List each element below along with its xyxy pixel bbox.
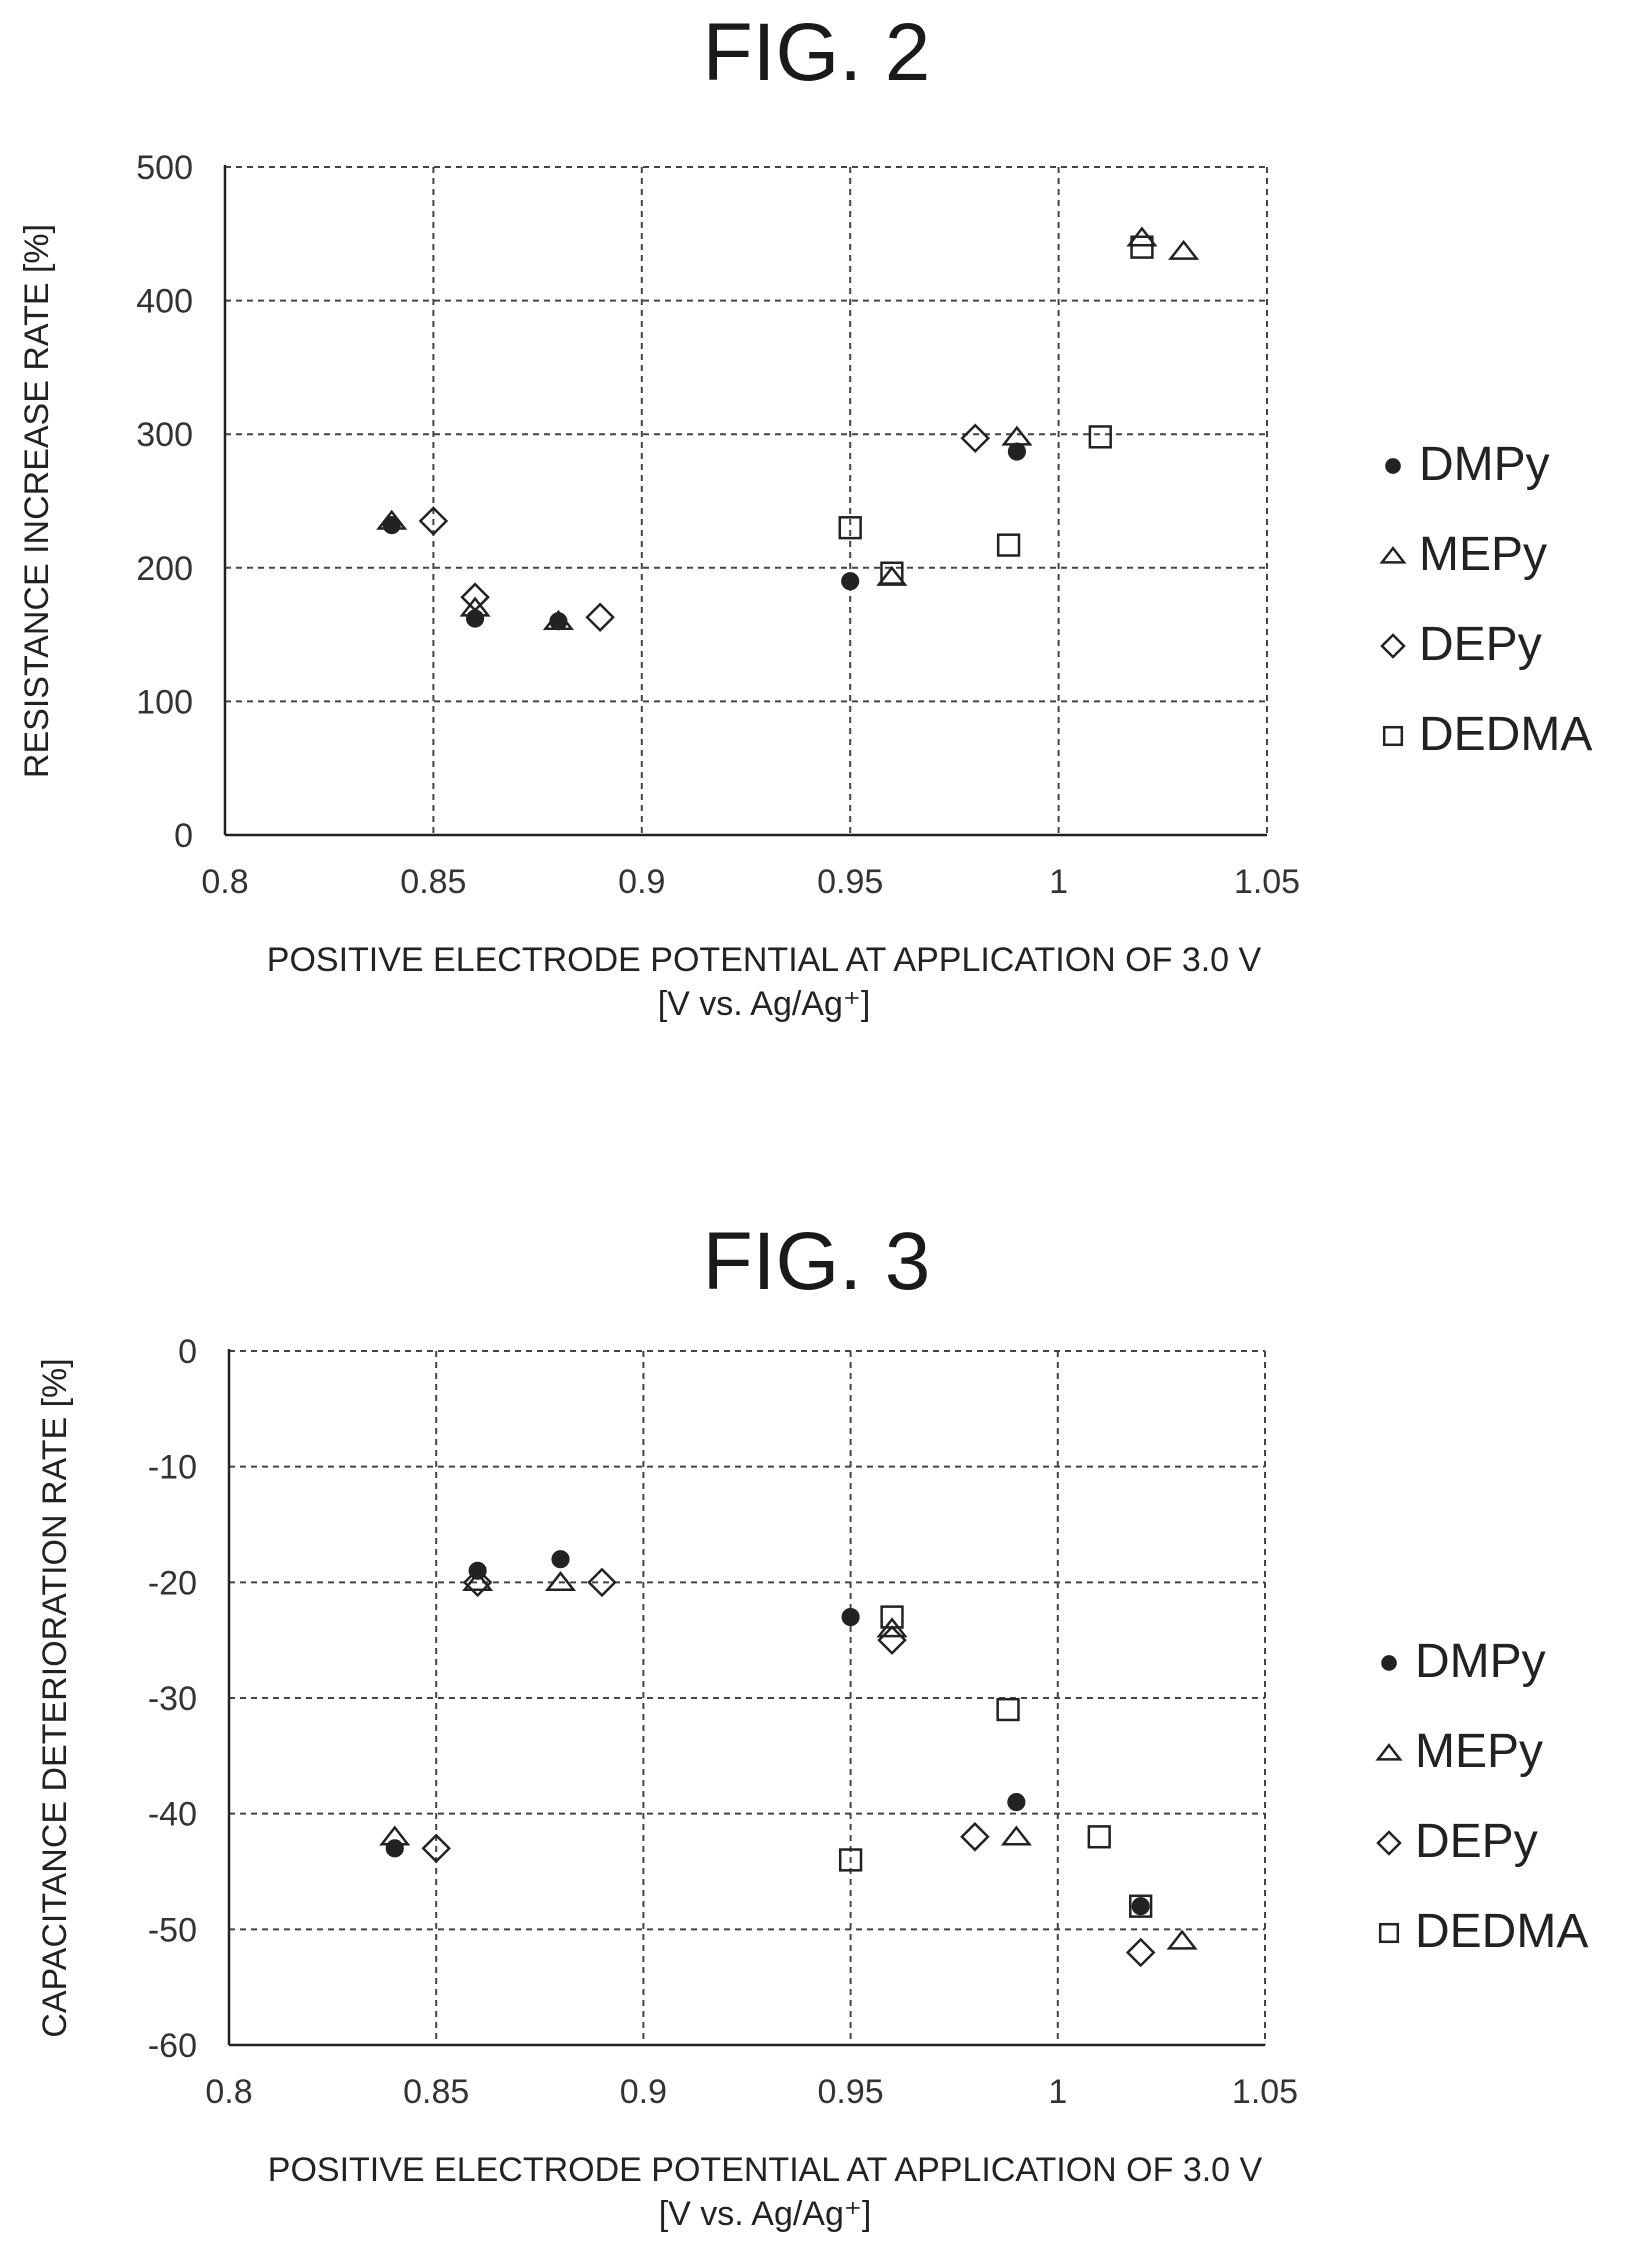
- fig2-point-dedma: [880, 561, 904, 585]
- fig3-legend-label-mepy: MEPy: [1415, 1725, 1543, 1778]
- fig3-y-tick-label: -60: [148, 2027, 197, 2065]
- fig2-point-mepy: [542, 609, 574, 630]
- fig3-point-depy: [1125, 1937, 1156, 1968]
- figure-3-title: FIG. 3: [702, 1216, 931, 1307]
- fig2-legend-label-depy: DEPy: [1419, 618, 1542, 671]
- fig3-legend-marker-depy: [1376, 1830, 1402, 1856]
- fig2-x-tick-label: 0.85: [400, 863, 466, 901]
- fig2-legend-label-dedma: DEDMA: [1419, 708, 1592, 761]
- fig2-x-tick-label: 0.8: [201, 863, 248, 901]
- fig2-y-axis-label: RESISTANCE INCREASE RATE [%]: [18, 224, 56, 778]
- fig2-y-tick-label: 400: [136, 283, 193, 321]
- fig3-x-tick-label: 0.8: [205, 2073, 252, 2111]
- fig2-legend-label-mepy: MEPy: [1419, 528, 1547, 581]
- fig2-point-dedma: [838, 516, 862, 540]
- fig3-point-depy: [877, 1625, 907, 1655]
- fig2-x-tick-label: 0.95: [817, 863, 883, 901]
- fig2-point-dedma: [1130, 235, 1154, 259]
- fig3-point-dmpy: [1007, 1793, 1026, 1812]
- fig2-point-dmpy: [841, 572, 860, 591]
- fig3-y-tick-label: -40: [148, 1796, 197, 1834]
- figure-2-title: FIG. 2: [702, 7, 931, 98]
- fig2-point-depy: [418, 506, 449, 536]
- fig3-point-depy: [960, 1822, 990, 1852]
- fig3-point-mepy: [1166, 1929, 1198, 1950]
- fig2-point-dedma: [996, 533, 1021, 557]
- fig3-x-tick-label: 1.05: [1232, 2073, 1298, 2111]
- fig2-legend-marker-mepy: [1379, 546, 1407, 564]
- fig2-y-tick-label: 200: [136, 550, 193, 588]
- fig3-y-tick-label: -30: [148, 1680, 197, 1718]
- fig2-point-mepy: [1001, 425, 1033, 446]
- fig3-y-tick-label: 0: [178, 1333, 197, 1371]
- fig3-point-dedma: [1087, 1825, 1111, 1849]
- fig2-point-depy: [460, 582, 490, 612]
- fig2-legend-marker-depy: [1380, 633, 1406, 659]
- fig2-x-tick-label: 0.9: [618, 863, 665, 901]
- fig3-point-mepy: [462, 1571, 494, 1592]
- fig3-legend-label-dmpy: DMPy: [1415, 1635, 1546, 1688]
- fig2-point-dedma: [1088, 425, 1112, 449]
- fig3-y-axis-label: CAPACITANCE DETERIORATION RATE [%]: [36, 1358, 74, 2037]
- fig3-y-tick-label: -10: [148, 1449, 197, 1487]
- fig2-y-tick-label: 100: [136, 683, 193, 721]
- fig3-point-mepy: [379, 1825, 411, 1846]
- fig3-legend-label-dedma: DEDMA: [1415, 1905, 1588, 1958]
- fig3-legend-marker-mepy: [1375, 1743, 1403, 1761]
- fig2-y-tick-label: 500: [136, 149, 193, 187]
- fig3-legend-marker-dmpy: [1381, 1655, 1397, 1671]
- fig2-point-mepy: [376, 509, 408, 530]
- fig3-point-dedma: [1129, 1894, 1153, 1918]
- fig3-point-dmpy: [841, 1607, 860, 1627]
- fig2-point-mepy: [459, 596, 491, 617]
- fig3-point-dmpy: [551, 1550, 570, 1569]
- fig3-point-mepy: [1000, 1825, 1032, 1846]
- fig3-point-dmpy: [1131, 1897, 1150, 1916]
- fig3-x-tick-label: 0.9: [620, 2073, 667, 2111]
- fig3-x-tick-label: 1: [1048, 2073, 1067, 2111]
- fig2-point-depy: [960, 423, 991, 453]
- fig2-legend-marker-dedma: [1382, 725, 1404, 747]
- fig2-x-tick-label: 1: [1049, 863, 1068, 901]
- fig3-point-mepy: [544, 1571, 577, 1592]
- fig2-legend-marker-dmpy: [1385, 458, 1401, 474]
- fig2-y-tick-label: 0: [174, 817, 193, 855]
- fig2-point-mepy: [1168, 239, 1200, 260]
- fig3-y-tick-label: -20: [148, 1564, 197, 1602]
- fig3-point-dedma: [996, 1697, 1020, 1722]
- fig3-legend-label-depy: DEPy: [1415, 1815, 1538, 1868]
- fig2-x-axis-label-unit: [V vs. Ag/Ag⁺]: [658, 985, 871, 1023]
- fig3-point-depy: [421, 1833, 451, 1864]
- fig3-point-depy: [587, 1567, 617, 1598]
- fig2-point-depy: [585, 602, 615, 632]
- fig3-point-depy: [462, 1567, 493, 1598]
- fig2-legend-label-dmpy: DMPy: [1419, 438, 1550, 491]
- fig3-point-dedma: [838, 1848, 863, 1872]
- fig3-x-tick-label: 0.85: [403, 2073, 469, 2111]
- fig3-x-tick-label: 0.95: [818, 2073, 884, 2111]
- fig3-x-axis-label-unit: [V vs. Ag/Ag⁺]: [659, 2195, 872, 2233]
- fig3-legend-marker-dedma: [1378, 1922, 1400, 1944]
- fig3-y-tick-label: -50: [148, 1911, 197, 1949]
- fig3-x-axis-label: POSITIVE ELECTRODE POTENTIAL AT APPLICAT…: [268, 2151, 1263, 2189]
- fig2-x-axis-label: POSITIVE ELECTRODE POTENTIAL AT APPLICAT…: [267, 941, 1262, 979]
- fig2-y-tick-label: 300: [136, 416, 193, 454]
- figure-2-chart: 0.8 0.85 0.9 0.95 1 1.05 0 100 200 300 400 500 POSIT…: [18, 149, 1592, 1023]
- fig2-x-tick-label: 1.05: [1234, 863, 1300, 901]
- fig3-point-dedma: [880, 1605, 904, 1629]
